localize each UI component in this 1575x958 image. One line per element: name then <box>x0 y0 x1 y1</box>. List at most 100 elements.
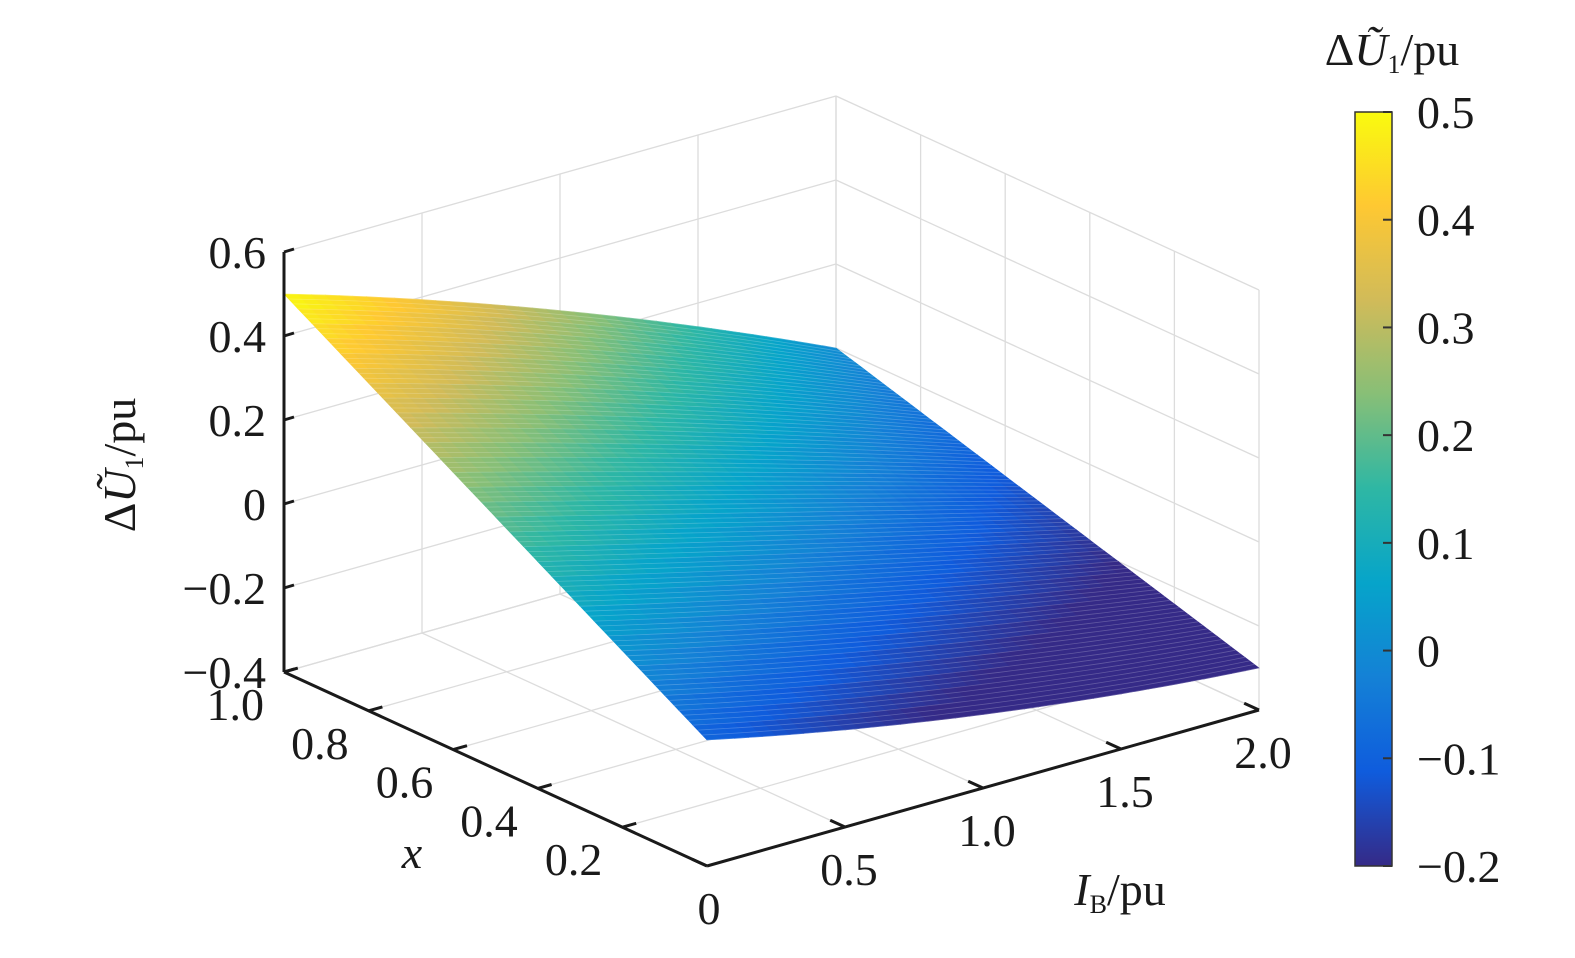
surface-meshline <box>363 377 916 409</box>
z-tick-mark <box>283 499 295 506</box>
surface-meshline <box>448 466 1001 473</box>
colorbar-tick-label: 0.5 <box>1417 87 1475 138</box>
surface-meshline <box>674 642 1227 706</box>
i-tick-label: 0.5 <box>820 844 878 895</box>
surface-patch <box>1230 656 1260 672</box>
surface-meshline <box>340 353 893 392</box>
i-tick-mark <box>1105 740 1122 751</box>
surface-meshline <box>453 471 1006 477</box>
surface-meshline <box>589 578 1142 617</box>
z-tick-mark <box>283 583 295 590</box>
grid-rightwall-z <box>835 347 1260 543</box>
surface-meshline <box>584 575 1137 612</box>
surface-meshline <box>556 553 1109 582</box>
i-tick-mark <box>829 818 846 829</box>
x-tick-label: 1.0 <box>207 679 265 730</box>
z-tick-label: 0.4 <box>209 311 267 362</box>
surface-meshline <box>580 571 1133 607</box>
x-tick-label: 0.6 <box>376 757 434 808</box>
surface-layer <box>283 293 1260 741</box>
surface-meshline <box>345 358 898 395</box>
surface-meshline <box>359 372 912 406</box>
surface-meshline <box>382 397 935 424</box>
surface-meshline <box>401 417 954 438</box>
z-tick-mark <box>283 331 295 338</box>
surface-meshline <box>462 480 1015 484</box>
x-tick-label: 0.4 <box>460 795 518 846</box>
surface-meshline <box>396 412 949 434</box>
x-tick-mark <box>537 783 553 790</box>
surface-meshline <box>495 507 1048 518</box>
surface-meshline <box>434 451 987 463</box>
surface-meshline <box>377 392 931 420</box>
surface-meshline <box>335 348 888 388</box>
surface-meshline <box>697 660 1250 731</box>
surface-meshline <box>706 667 1260 741</box>
surface-meshline <box>481 496 1034 503</box>
surface-meshline <box>443 461 996 470</box>
surface-meshline <box>636 614 1189 667</box>
surface-meshline <box>664 635 1217 696</box>
surface-meshline <box>645 621 1198 676</box>
grid-rightwall-z <box>835 179 1260 375</box>
grid-rightwall-z <box>835 95 1260 291</box>
surface-meshline <box>570 564 1123 597</box>
surface-meshline <box>349 363 902 399</box>
surface-mesh <box>283 293 1260 741</box>
surface-meshline <box>330 343 884 384</box>
surface-meshline <box>504 514 1057 528</box>
surface-meshline <box>312 323 865 370</box>
i-tick-mark <box>967 779 984 790</box>
colorbar-tick-label: 0.2 <box>1417 410 1475 461</box>
i-tick-mark <box>691 857 708 868</box>
axis-layer <box>282 247 1260 868</box>
surface-meshline <box>415 432 968 448</box>
surface-meshline <box>688 653 1241 721</box>
grid-backwall-z <box>283 95 837 253</box>
surface-meshline <box>622 603 1175 652</box>
surface-meshline <box>528 532 1081 553</box>
surface-meshline <box>575 568 1128 602</box>
z-tick-mark <box>283 247 295 254</box>
surface-meshline <box>561 557 1114 587</box>
surface-meshline <box>702 664 1255 736</box>
surface-meshline <box>631 610 1184 662</box>
x-axis-line <box>283 670 708 868</box>
i-tick-mark <box>1243 701 1260 712</box>
grid-rightwall-z <box>835 263 1260 459</box>
surface-meshline <box>410 427 963 445</box>
colorbar: 0.5 0.4 0.3 0.2 0.1 0 −0.1 −0.2 ΔŨ1/pu <box>1325 24 1501 892</box>
surface-meshline <box>316 328 869 374</box>
surface-meshline <box>608 592 1161 637</box>
i-tick-label: 2.0 <box>1234 727 1292 778</box>
surface-meshline <box>392 407 945 431</box>
surface-meshline <box>476 493 1029 498</box>
z-tick-label: −0.4 <box>183 647 266 698</box>
colorbar-title: ΔŨ1/pu <box>1325 24 1460 79</box>
surface-meshline <box>326 338 879 381</box>
surface-meshline <box>533 536 1086 557</box>
surface-meshline <box>547 546 1100 572</box>
surface-meshline <box>490 504 1043 513</box>
x-tick-mark <box>452 744 468 752</box>
surface-meshline <box>429 447 982 459</box>
surface-meshline <box>523 528 1076 548</box>
surface-meshline <box>518 525 1072 543</box>
surface-meshline <box>650 624 1203 681</box>
surface-meshline <box>509 518 1062 533</box>
surface-meshline <box>424 442 978 456</box>
surface-meshline <box>594 582 1147 622</box>
surface-meshline <box>471 489 1024 493</box>
z-tick-label: 0.6 <box>209 227 267 278</box>
surface-meshline <box>500 511 1053 523</box>
surface-meshline <box>655 628 1208 686</box>
surface-meshline <box>467 485 1020 488</box>
z-tick-label: 0 <box>243 479 266 530</box>
surface-meshline <box>641 617 1194 671</box>
surface-meshline <box>373 387 926 416</box>
surface-meshline <box>617 600 1170 647</box>
colorbar-tick-label: −0.1 <box>1417 733 1500 784</box>
surface-meshline <box>293 303 846 356</box>
surface-meshline <box>603 589 1156 632</box>
i-axis-title: IB/pu <box>1073 864 1165 919</box>
